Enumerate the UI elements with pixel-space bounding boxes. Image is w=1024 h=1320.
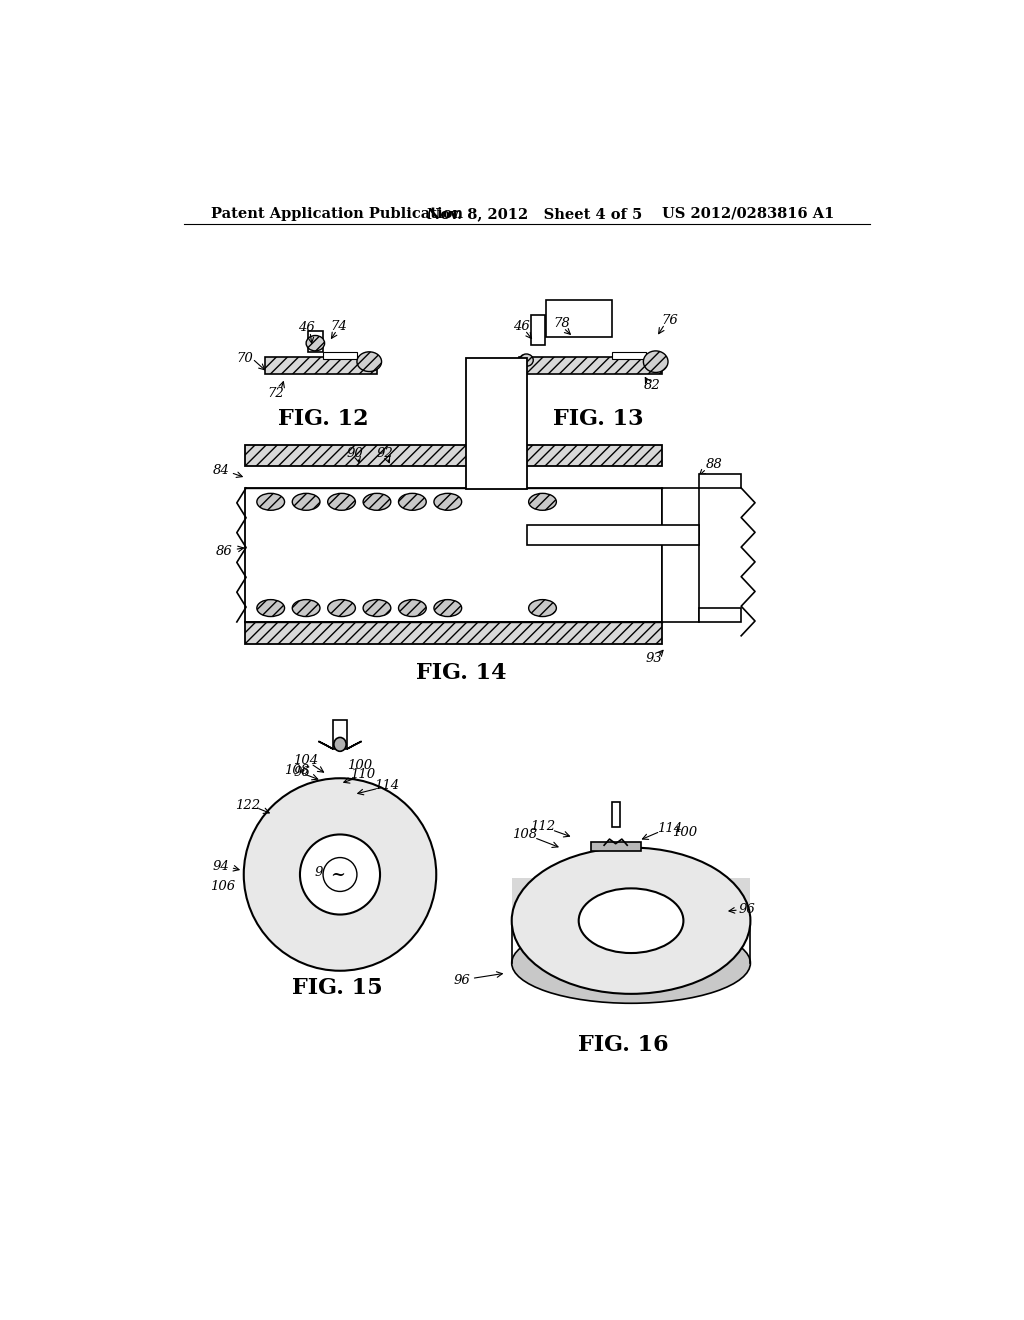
Text: 108: 108 xyxy=(285,764,309,777)
Text: 70: 70 xyxy=(237,352,253,366)
Text: FIG. 15: FIG. 15 xyxy=(292,977,382,999)
Bar xyxy=(527,525,698,545)
Ellipse shape xyxy=(434,599,462,616)
Text: US 2012/0283816 A1: US 2012/0283816 A1 xyxy=(662,207,835,220)
Text: 104: 104 xyxy=(294,754,318,767)
Bar xyxy=(662,488,698,622)
Bar xyxy=(611,803,620,826)
Bar xyxy=(265,356,377,374)
Text: 72: 72 xyxy=(267,387,284,400)
Text: 96: 96 xyxy=(738,903,755,916)
Ellipse shape xyxy=(528,599,556,616)
Ellipse shape xyxy=(528,494,556,511)
Ellipse shape xyxy=(257,599,285,616)
Ellipse shape xyxy=(643,351,668,372)
Text: 46: 46 xyxy=(513,319,530,333)
Ellipse shape xyxy=(512,847,751,994)
Ellipse shape xyxy=(398,599,426,616)
Ellipse shape xyxy=(328,599,355,616)
Text: 94: 94 xyxy=(213,861,229,874)
Text: 92: 92 xyxy=(376,446,393,459)
Text: 76: 76 xyxy=(662,314,678,326)
Text: ~: ~ xyxy=(330,866,345,883)
Bar xyxy=(547,300,611,337)
Text: 46: 46 xyxy=(298,321,314,334)
Bar xyxy=(519,356,662,374)
Text: 96: 96 xyxy=(293,767,310,779)
Ellipse shape xyxy=(364,494,391,511)
Ellipse shape xyxy=(334,738,346,751)
Polygon shape xyxy=(318,742,333,748)
Circle shape xyxy=(300,834,380,915)
Text: 110: 110 xyxy=(350,768,376,781)
Ellipse shape xyxy=(257,494,285,511)
Circle shape xyxy=(323,858,357,891)
Text: 90: 90 xyxy=(347,446,364,459)
Ellipse shape xyxy=(292,599,319,616)
Text: 114: 114 xyxy=(657,822,682,834)
Circle shape xyxy=(244,779,436,970)
Text: 78: 78 xyxy=(553,317,570,330)
Text: Nov. 8, 2012   Sheet 4 of 5: Nov. 8, 2012 Sheet 4 of 5 xyxy=(427,207,642,220)
Text: FIG. 14: FIG. 14 xyxy=(417,661,507,684)
Ellipse shape xyxy=(512,923,751,1003)
Ellipse shape xyxy=(306,335,325,351)
Ellipse shape xyxy=(579,888,683,953)
Text: FIG. 12: FIG. 12 xyxy=(278,408,369,430)
Bar xyxy=(245,445,662,466)
Ellipse shape xyxy=(292,494,319,511)
Text: 98: 98 xyxy=(314,866,332,879)
Bar xyxy=(591,842,641,851)
Bar xyxy=(611,352,646,359)
Ellipse shape xyxy=(357,352,382,371)
Bar xyxy=(698,609,741,622)
Text: 80: 80 xyxy=(506,387,522,400)
Bar xyxy=(245,622,662,644)
Text: 93: 93 xyxy=(646,652,663,665)
Text: 74: 74 xyxy=(330,319,347,333)
Text: Patent Application Publication: Patent Application Publication xyxy=(211,207,464,220)
Polygon shape xyxy=(347,742,361,748)
Text: 100: 100 xyxy=(673,825,697,838)
Bar xyxy=(307,331,323,352)
Text: 82: 82 xyxy=(644,379,662,392)
Text: 114: 114 xyxy=(374,779,398,792)
Bar xyxy=(245,488,662,622)
Text: 100: 100 xyxy=(347,759,373,772)
Ellipse shape xyxy=(328,494,355,511)
Text: 84: 84 xyxy=(213,463,229,477)
Ellipse shape xyxy=(579,945,683,981)
Text: 112: 112 xyxy=(530,820,555,833)
Bar xyxy=(333,719,347,748)
Bar xyxy=(531,315,545,345)
Text: 86: 86 xyxy=(216,545,232,557)
Text: 122: 122 xyxy=(236,799,260,812)
Bar xyxy=(698,474,741,488)
Text: 108: 108 xyxy=(512,828,538,841)
Ellipse shape xyxy=(434,494,462,511)
Ellipse shape xyxy=(364,599,391,616)
Bar xyxy=(323,352,357,359)
Bar xyxy=(466,358,527,488)
Ellipse shape xyxy=(519,354,534,367)
Text: 88: 88 xyxy=(706,458,723,471)
Ellipse shape xyxy=(398,494,426,511)
Text: 94: 94 xyxy=(482,446,500,459)
Text: FIG. 16: FIG. 16 xyxy=(578,1035,669,1056)
Text: 96: 96 xyxy=(454,974,470,987)
Bar xyxy=(512,878,751,921)
Text: FIG. 13: FIG. 13 xyxy=(553,408,644,430)
Text: 106: 106 xyxy=(210,879,236,892)
